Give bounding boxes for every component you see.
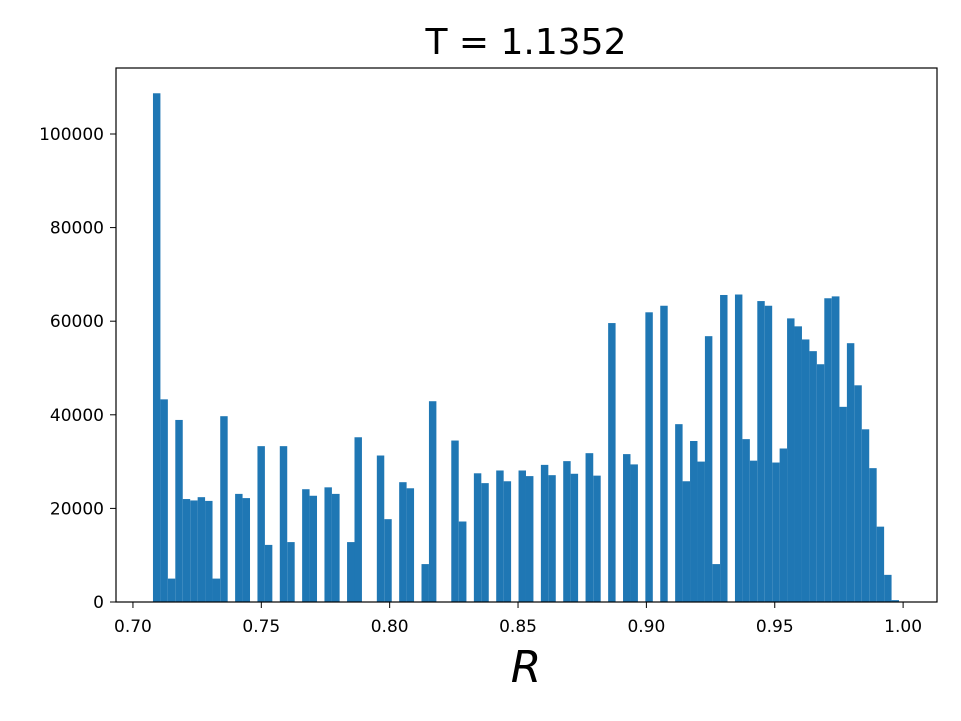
bar bbox=[720, 294, 728, 602]
bar bbox=[757, 301, 765, 602]
bar bbox=[787, 318, 795, 602]
bar bbox=[302, 489, 310, 602]
y-tick-label: 20000 bbox=[50, 499, 104, 519]
bar bbox=[518, 470, 526, 602]
bar bbox=[220, 416, 228, 602]
bar bbox=[496, 470, 504, 602]
x-tick-label: 1.00 bbox=[884, 617, 922, 637]
bar bbox=[235, 493, 243, 602]
bar bbox=[264, 544, 273, 602]
bar bbox=[242, 498, 251, 602]
bar bbox=[623, 454, 631, 602]
bar bbox=[585, 453, 594, 602]
bar bbox=[197, 497, 206, 602]
bar bbox=[704, 336, 713, 602]
bar bbox=[354, 437, 362, 602]
x-tick-label: 0.70 bbox=[114, 617, 152, 637]
bar bbox=[846, 343, 855, 602]
bar bbox=[675, 424, 683, 602]
bar bbox=[801, 339, 810, 602]
bar bbox=[167, 578, 176, 602]
bar bbox=[816, 364, 825, 602]
x-tick-label: 0.80 bbox=[371, 617, 409, 637]
bar bbox=[630, 464, 638, 602]
bar bbox=[451, 440, 459, 602]
bar bbox=[824, 298, 832, 602]
bar bbox=[212, 578, 221, 602]
x-tick-label: 0.75 bbox=[242, 617, 280, 637]
bar bbox=[428, 401, 437, 602]
bar bbox=[279, 446, 288, 602]
plot-frame bbox=[115, 67, 938, 603]
bar bbox=[891, 600, 900, 602]
bar bbox=[421, 564, 429, 602]
bar bbox=[772, 462, 780, 602]
bar bbox=[861, 429, 870, 602]
bar bbox=[794, 326, 802, 602]
bar bbox=[869, 468, 877, 602]
bar bbox=[697, 461, 705, 602]
chart-title: T = 1.1352 bbox=[424, 22, 626, 63]
bar bbox=[503, 481, 512, 602]
bar bbox=[660, 305, 668, 602]
bar bbox=[831, 296, 840, 602]
bar bbox=[347, 542, 355, 602]
bar bbox=[399, 482, 407, 602]
bar bbox=[593, 475, 601, 602]
bar bbox=[205, 500, 213, 602]
bar bbox=[152, 93, 161, 602]
bar bbox=[458, 521, 467, 602]
bar bbox=[839, 406, 847, 602]
x-tick-label: 0.95 bbox=[756, 617, 794, 637]
bar bbox=[645, 312, 653, 602]
bar bbox=[175, 419, 183, 602]
bar bbox=[548, 475, 556, 602]
bar bbox=[182, 499, 191, 602]
bar bbox=[324, 487, 332, 602]
y-tick-label: 60000 bbox=[50, 312, 104, 332]
bar bbox=[854, 385, 862, 602]
bar bbox=[190, 500, 198, 602]
bar bbox=[257, 446, 265, 602]
bar bbox=[160, 399, 168, 602]
bar bbox=[749, 460, 758, 602]
bar bbox=[884, 574, 892, 602]
bar bbox=[287, 542, 295, 602]
bar bbox=[570, 473, 579, 602]
bar bbox=[779, 448, 788, 602]
bar bbox=[608, 323, 616, 602]
bar bbox=[734, 294, 743, 602]
y-tick-label: 40000 bbox=[50, 406, 104, 426]
x-tick-label: 0.90 bbox=[627, 617, 665, 637]
y-tick-label: 100000 bbox=[39, 125, 104, 145]
bar bbox=[682, 481, 691, 602]
x-axis-label: R bbox=[511, 642, 542, 693]
bar bbox=[809, 351, 817, 602]
bar bbox=[540, 464, 549, 602]
y-tick-label: 80000 bbox=[50, 219, 104, 239]
bar bbox=[876, 526, 885, 602]
bar bbox=[309, 495, 318, 602]
bar bbox=[376, 455, 385, 602]
y-tick-label: 0 bbox=[93, 593, 104, 613]
bar bbox=[473, 473, 482, 602]
x-tick-label: 0.85 bbox=[499, 617, 537, 637]
bar bbox=[563, 461, 571, 602]
bar bbox=[712, 564, 721, 602]
bar bbox=[764, 305, 773, 602]
bar bbox=[481, 483, 489, 602]
bar bbox=[525, 476, 534, 602]
bar bbox=[384, 519, 392, 602]
bar bbox=[742, 439, 750, 602]
bar bbox=[690, 441, 698, 602]
bar bbox=[406, 488, 415, 602]
bar bbox=[331, 493, 340, 602]
